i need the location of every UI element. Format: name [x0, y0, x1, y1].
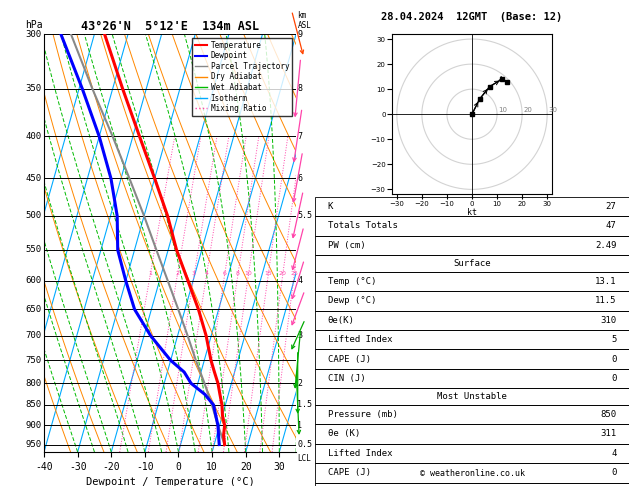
Text: 27: 27 — [606, 202, 616, 211]
X-axis label: kt: kt — [467, 208, 477, 217]
Text: 850: 850 — [600, 410, 616, 419]
Text: 3: 3 — [192, 271, 196, 276]
Text: 10: 10 — [245, 271, 252, 276]
Text: 2: 2 — [298, 379, 303, 388]
Text: K: K — [328, 202, 333, 211]
Text: km
ASL: km ASL — [298, 11, 311, 30]
Text: 850: 850 — [25, 400, 42, 409]
Text: CIN (J): CIN (J) — [328, 374, 365, 383]
Text: hPa: hPa — [25, 20, 43, 30]
Text: CAPE (J): CAPE (J) — [328, 355, 370, 364]
Text: 2: 2 — [175, 271, 179, 276]
Legend: Temperature, Dewpoint, Parcel Trajectory, Dry Adiabat, Wet Adiabat, Isotherm, Mi: Temperature, Dewpoint, Parcel Trajectory… — [192, 38, 292, 116]
Text: Dewp (°C): Dewp (°C) — [328, 296, 376, 305]
Text: 47: 47 — [606, 222, 616, 230]
Text: 4: 4 — [298, 277, 303, 285]
Text: 6: 6 — [223, 271, 226, 276]
Text: θe(K): θe(K) — [328, 316, 354, 325]
Text: 5: 5 — [611, 335, 616, 344]
Text: © weatheronline.co.uk: © weatheronline.co.uk — [420, 469, 525, 478]
Text: 20: 20 — [523, 107, 532, 113]
Text: 750: 750 — [25, 356, 42, 365]
Text: 28.04.2024  12GMT  (Base: 12): 28.04.2024 12GMT (Base: 12) — [381, 12, 562, 22]
Text: 400: 400 — [25, 132, 42, 141]
Text: 0.5: 0.5 — [298, 440, 313, 449]
Text: 30: 30 — [548, 107, 557, 113]
Text: 310: 310 — [600, 316, 616, 325]
Text: 0: 0 — [611, 355, 616, 364]
Text: 1: 1 — [298, 421, 303, 430]
Text: Temp (°C): Temp (°C) — [328, 277, 376, 286]
Text: Pressure (mb): Pressure (mb) — [328, 410, 398, 419]
Text: 1.5: 1.5 — [298, 400, 313, 409]
Text: 0: 0 — [611, 374, 616, 383]
Text: 13.1: 13.1 — [595, 277, 616, 286]
Text: 300: 300 — [25, 30, 42, 38]
Text: 8: 8 — [298, 85, 303, 93]
Text: CAPE (J): CAPE (J) — [328, 469, 370, 477]
Text: 15: 15 — [264, 271, 272, 276]
Text: 700: 700 — [25, 331, 42, 340]
Text: 3: 3 — [298, 331, 303, 340]
Text: 800: 800 — [25, 379, 42, 388]
Text: 25: 25 — [290, 271, 298, 276]
Text: 4: 4 — [611, 449, 616, 458]
Text: 950: 950 — [25, 440, 42, 449]
Text: 4: 4 — [204, 271, 208, 276]
Text: 500: 500 — [25, 211, 42, 221]
Title: 43°26'N  5°12'E  134m ASL: 43°26'N 5°12'E 134m ASL — [81, 20, 259, 33]
Text: PW (cm): PW (cm) — [328, 241, 365, 250]
Text: Lifted Index: Lifted Index — [328, 335, 392, 344]
Text: 9: 9 — [298, 30, 303, 38]
Text: Lifted Index: Lifted Index — [328, 449, 392, 458]
Text: 650: 650 — [25, 305, 42, 314]
Text: Surface: Surface — [453, 259, 491, 268]
Text: θe (K): θe (K) — [328, 430, 360, 438]
Text: 11.5: 11.5 — [595, 296, 616, 305]
Text: Most Unstable: Most Unstable — [437, 392, 507, 401]
Text: 450: 450 — [25, 174, 42, 183]
Text: 0: 0 — [611, 469, 616, 477]
Text: 311: 311 — [600, 430, 616, 438]
Text: 2.49: 2.49 — [595, 241, 616, 250]
X-axis label: Dewpoint / Temperature (°C): Dewpoint / Temperature (°C) — [86, 477, 255, 486]
Text: 350: 350 — [25, 85, 42, 93]
Text: Totals Totals: Totals Totals — [328, 222, 398, 230]
Text: 5.5: 5.5 — [298, 211, 313, 221]
Text: 10: 10 — [498, 107, 508, 113]
Text: 550: 550 — [25, 245, 42, 254]
Text: LCL: LCL — [298, 454, 311, 463]
Text: 1: 1 — [148, 271, 152, 276]
Text: 20: 20 — [279, 271, 286, 276]
Text: 6: 6 — [298, 174, 303, 183]
Text: 600: 600 — [25, 277, 42, 285]
Text: 7: 7 — [298, 132, 303, 141]
Text: 900: 900 — [25, 421, 42, 430]
Text: 8: 8 — [236, 271, 240, 276]
